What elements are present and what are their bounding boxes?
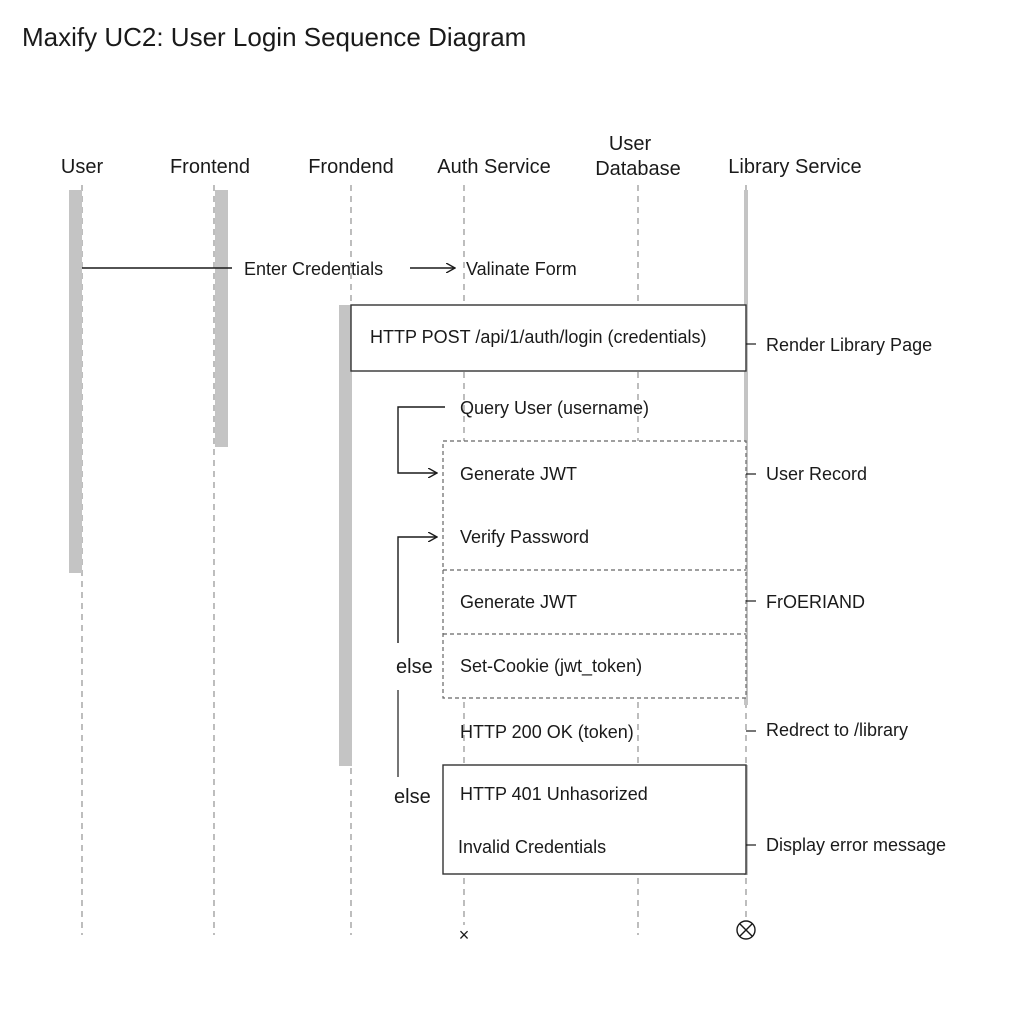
http-401-label: HTTP 401 Unhasorized: [460, 784, 648, 804]
validate-form-label: Valinate Form: [466, 259, 577, 279]
render-library-label: Render Library Page: [766, 335, 932, 355]
else-guard-2: else: [394, 786, 431, 808]
lane-label-library-service: Library Service: [728, 156, 861, 178]
lane-label-user-database-line2: Database: [595, 158, 681, 180]
http-post-frame: [350, 304, 747, 372]
activation-frontend: [215, 190, 228, 447]
user-record-label: User Record: [766, 464, 867, 484]
page-title: Maxify UC2: User Login Sequence Diagram: [22, 22, 527, 52]
else-guard-1: else: [396, 656, 433, 678]
activation-frondend: [339, 305, 352, 766]
lane-label-auth-service: Auth Service: [437, 156, 550, 178]
lane-label-user: User: [61, 156, 104, 178]
verify-password-label: Verify Password: [460, 527, 589, 547]
lane-label-frontend: Frontend: [170, 156, 250, 178]
verify-password-arrow: [397, 537, 437, 643]
query-user-label: Query User (username): [460, 398, 649, 418]
invalid-credentials-label: Invalid Credentials: [458, 837, 606, 857]
generate-jwt-1-label: Generate JWT: [460, 464, 577, 484]
lane-label-user-database-line1: User: [609, 133, 652, 155]
generate-jwt-2-label: Generate JWT: [460, 592, 577, 612]
http-401-frame: [442, 764, 747, 875]
activation-user: [69, 190, 82, 573]
query-user-loop-arrow: [397, 406, 445, 473]
redirect-label: Redrect to /library: [766, 720, 908, 740]
set-cookie-label: Set-Cookie (jwt_token): [460, 656, 642, 677]
auth-service-end-mark: ×: [459, 925, 470, 945]
lane-label-frondend: Frondend: [308, 156, 394, 178]
library-service-end-icon: [736, 920, 756, 940]
http-200-label: HTTP 200 OK (token): [460, 722, 634, 742]
http-post-label: HTTP POST /api/1/auth/login (credentials…: [370, 327, 707, 347]
enter-credentials-label: Enter Credentials: [244, 259, 383, 279]
froeriand-label: FrOERIAND: [766, 592, 865, 612]
display-error-label: Display error message: [766, 835, 946, 855]
